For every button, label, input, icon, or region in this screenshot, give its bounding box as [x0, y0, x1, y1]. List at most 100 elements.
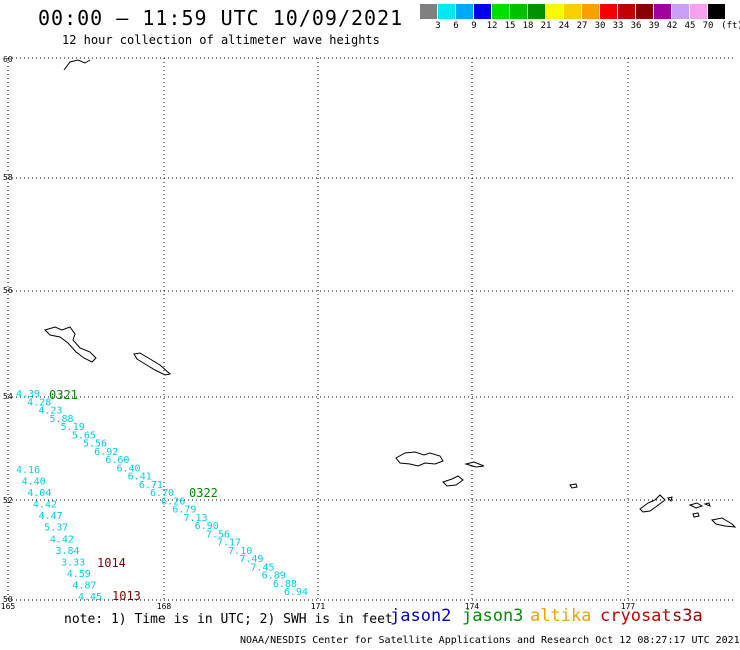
legend-swatch: [672, 4, 690, 19]
latitude-label: 54: [3, 392, 13, 401]
coastline-rat-islands-2: [688, 502, 704, 509]
swh-value: 7.10: [228, 546, 252, 557]
swh-value: 7.56: [206, 529, 230, 540]
satellite-altika: altika: [530, 606, 592, 626]
swh-value: 7.49: [239, 554, 263, 565]
legend-swatch: [510, 4, 528, 19]
swh-value: 5.37: [44, 523, 68, 534]
swh-value: 6.70: [150, 488, 174, 499]
swh-value: 4.16: [16, 465, 40, 476]
legend-swatch: [600, 4, 618, 19]
swh-value: 4.42: [50, 534, 74, 545]
swh-value: 3.33: [61, 557, 85, 568]
swh-value: 3.84: [55, 546, 79, 557]
legend-swatch: [708, 4, 726, 19]
map-title: 00:00 – 11:59 UTC 10/09/2021: [38, 6, 404, 30]
legend-label: 30: [594, 21, 606, 31]
legend-swatch: [492, 4, 510, 19]
swh-value: 5.65: [72, 430, 96, 441]
swh-value: 6.79: [172, 505, 196, 516]
latitude-labels: 60 58 56 54 52 50: [3, 55, 13, 604]
satellite-s3a: s3a: [672, 606, 703, 626]
legend-label: 6: [453, 21, 459, 31]
satellite-cryosat: cryosat: [600, 606, 672, 626]
legend-swatch: [564, 4, 582, 19]
legend-label: 3: [435, 21, 441, 31]
legend-swatch: [438, 4, 456, 19]
swh-value: 4.39: [16, 389, 40, 400]
swh-value: 4.45: [78, 592, 102, 603]
latitude-label: 60: [3, 55, 13, 64]
swh-value: 4.04: [27, 488, 51, 499]
latitude-label: 56: [3, 286, 13, 295]
map-subtitle: 12 hour collection of altimeter wave hei…: [62, 33, 380, 47]
longitude-labels: 165 168 171 174 177: [1, 602, 636, 611]
legend-label: 36: [630, 21, 642, 31]
swh-value: 4.28: [27, 397, 51, 408]
swh-value: 4.42: [33, 500, 57, 511]
latitude-label: 58: [3, 173, 13, 182]
legend-label: (ft): [721, 21, 740, 31]
legend-label: 70: [702, 21, 714, 31]
pass-time-label: 0322: [189, 486, 218, 500]
note-text: note: 1) Time is in UTC; 2) SWH is in fe…: [64, 612, 393, 627]
coastline: [44, 59, 737, 528]
legend-label: 18: [522, 21, 534, 31]
legend-label: 21: [540, 21, 552, 31]
altimeter-track-jason3-0321: 4.394.284.235.885.195.655.566.926.606.40…: [16, 389, 308, 598]
swh-value: 5.56: [83, 439, 107, 450]
swh-value: 6.90: [195, 521, 219, 532]
swh-value: 4.23: [38, 406, 62, 417]
legend-label: 24: [558, 21, 570, 31]
coastline-rat-islands-3: [710, 517, 737, 528]
color-legend: [420, 4, 726, 19]
swh-value: 5.88: [50, 414, 74, 425]
legend-swatch: [528, 4, 546, 19]
legend-label: 27: [576, 21, 588, 31]
coastline-rat-islands-1: [667, 496, 673, 502]
coastline-buldir: [569, 483, 578, 489]
map-grid: [8, 58, 735, 600]
coastline-near-islands: [395, 451, 444, 467]
legend-label: 45: [684, 21, 696, 31]
legend-label: 42: [666, 21, 678, 31]
swh-value: 6.94: [284, 587, 308, 598]
coastline-rat-islands-4: [692, 512, 700, 518]
longitude-label: 171: [311, 602, 326, 611]
swh-value: 5.19: [61, 422, 85, 433]
latitude-label: 50: [3, 595, 13, 604]
swh-value: 6.40: [117, 463, 141, 474]
pass-time-label: 0321: [49, 388, 78, 402]
legend-label: 9: [471, 21, 477, 31]
coastline-medny-island: [133, 352, 172, 376]
latitude-label: 52: [3, 496, 13, 505]
legend-swatch: [456, 4, 474, 19]
longitude-label: 165: [1, 602, 16, 611]
pass-time-label: 1014: [97, 556, 126, 570]
legend-label: 12: [486, 21, 498, 31]
swh-value: 7.17: [217, 538, 241, 549]
swh-value: 4.59: [67, 569, 91, 580]
legend-label: 39: [648, 21, 660, 31]
legend-label: 33: [612, 21, 624, 31]
legend-swatch: [690, 4, 708, 19]
pass-time-label: 1013: [112, 589, 141, 603]
pass-time-labels: 0321 0322 1014 1013: [49, 388, 218, 603]
longitude-label: 177: [621, 602, 636, 611]
swh-value: 6.71: [139, 480, 163, 491]
swh-value: 4.87: [72, 580, 96, 591]
legend-swatch: [582, 4, 600, 19]
legend-swatch: [636, 4, 654, 19]
coastline-semichi: [464, 461, 485, 468]
altimeter-track-s3a-1014: 4.164.404.044.424.475.374.423.843.334.59…: [16, 465, 102, 603]
longitude-label: 174: [465, 602, 480, 611]
satellite-jason3: jason3: [462, 606, 524, 626]
swh-value: 6.89: [262, 571, 286, 582]
legend-swatch: [474, 4, 492, 19]
coastline-agattu: [442, 475, 464, 487]
legend-swatch: [546, 4, 564, 19]
longitude-label: 168: [157, 602, 172, 611]
swh-value: 7.13: [184, 513, 208, 524]
